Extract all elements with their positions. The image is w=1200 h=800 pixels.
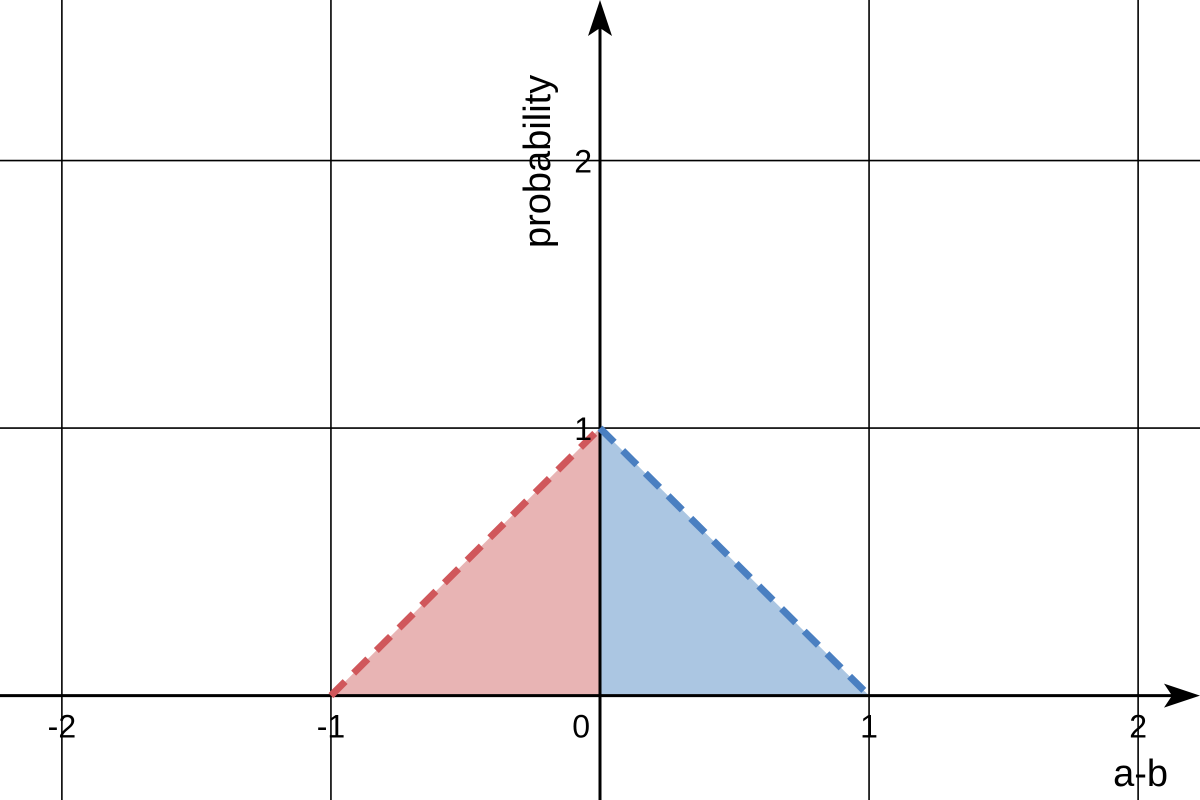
series-fill-1 bbox=[600, 428, 870, 696]
x-tick-label: 1 bbox=[860, 709, 878, 745]
x-tick-label: 2 bbox=[1129, 709, 1147, 745]
y-tick-label: 1 bbox=[574, 411, 592, 447]
x-tick-label: -2 bbox=[48, 709, 76, 745]
tick-labels: -2 -1 0 1 2 1 2 bbox=[48, 144, 1147, 745]
series-fills bbox=[330, 428, 870, 696]
x-axis-arrow bbox=[1164, 683, 1200, 708]
y-axis-title: probability bbox=[517, 75, 559, 248]
series-fill-0 bbox=[330, 428, 600, 696]
x-axis-title: a-b bbox=[1113, 753, 1168, 795]
y-tick-label: 2 bbox=[574, 144, 592, 180]
x-tick-label: -1 bbox=[317, 709, 345, 745]
x-tick-label: 0 bbox=[572, 709, 590, 745]
y-axis-arrow bbox=[588, 0, 612, 36]
